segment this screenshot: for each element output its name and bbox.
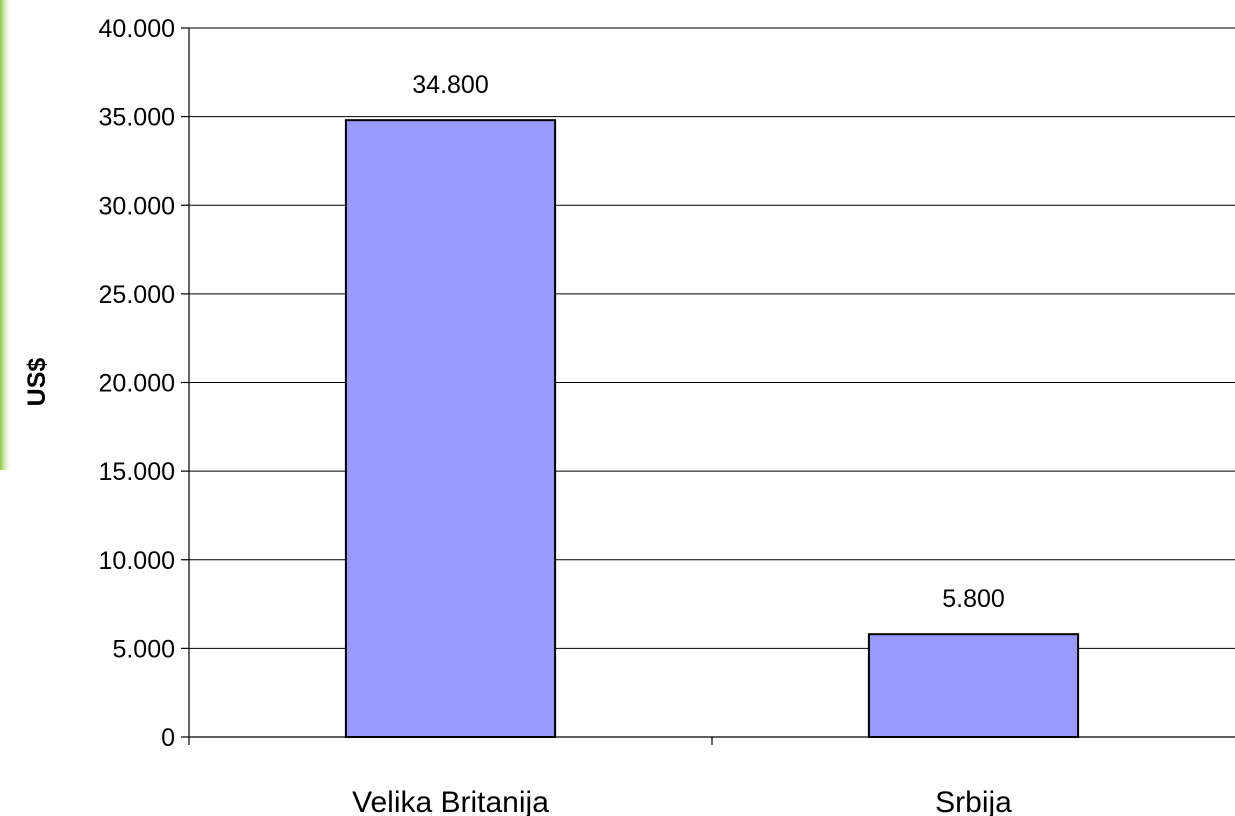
background-accent-strip <box>0 0 12 470</box>
x-tick-labels: Velika Britanija Srbija <box>352 786 1012 816</box>
data-labels: 34.800 5.800 <box>412 71 1005 613</box>
y-tick-label: 10.000 <box>99 547 175 575</box>
y-tick-labels: 0 5.000 10.000 15.000 20.000 25.000 30.000 35.0… <box>99 15 175 752</box>
bar-velika-britanija <box>344 119 557 739</box>
x-tick-label: Srbija <box>935 786 1012 816</box>
y-tick-label: 40.000 <box>99 15 175 43</box>
x-tick-label: Velika Britanija <box>352 786 549 816</box>
y-tick-label: 25.000 <box>99 281 175 309</box>
y-tick-label: 35.000 <box>99 104 175 132</box>
y-tick-label: 30.000 <box>99 192 175 220</box>
axes <box>181 27 1235 745</box>
y-tick-label: 5.000 <box>112 635 175 663</box>
data-label: 5.800 <box>942 585 1005 613</box>
data-label: 34.800 <box>412 71 488 99</box>
y-tick-label: 20.000 <box>99 370 175 398</box>
y-tick-label: 0 <box>161 724 175 752</box>
bars <box>344 119 1080 739</box>
y-tick-label: 15.000 <box>99 458 175 486</box>
bar-srbija <box>867 633 1080 739</box>
y-axis-label: US$ <box>23 358 51 407</box>
